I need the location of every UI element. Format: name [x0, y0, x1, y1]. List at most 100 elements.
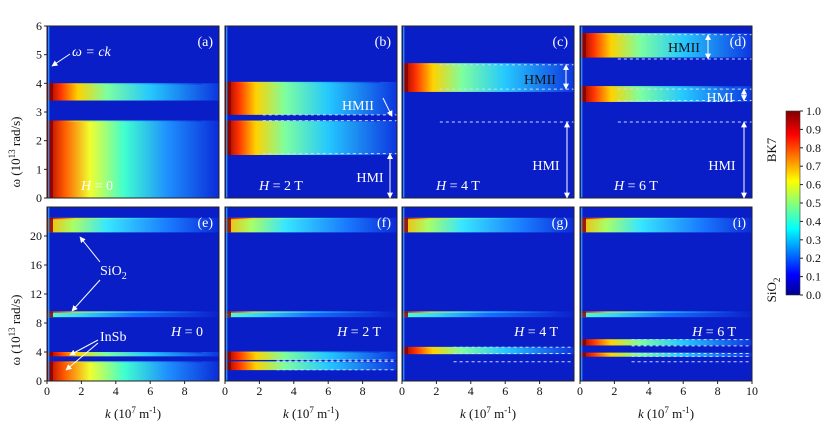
- band-hotspot-i-1: [580, 339, 586, 346]
- light-line-label: ω = ck: [72, 45, 112, 60]
- hmii-label-d: HMII: [668, 41, 700, 56]
- colorbar: 0.0 0.1 0.2 0.3 0.4 0.5 0.6 0.7 0.8 0.9 1.0: [785, 104, 821, 302]
- panel-letter: (d): [730, 35, 747, 50]
- panel-content-c: [402, 26, 574, 198]
- y-tick-label: 0: [36, 374, 42, 388]
- field-label: H = 6 T: [613, 179, 658, 194]
- dispersion-band-f-1: [225, 351, 397, 360]
- band-hotspot-d-1: [580, 33, 586, 58]
- field-label-value: = 2 T: [269, 179, 303, 194]
- light-line-a: [48, 26, 50, 198]
- dispersion-band-g-0: [402, 346, 574, 355]
- field-label-var: H: [336, 325, 348, 340]
- panel-background: [402, 26, 574, 198]
- field-label-value: = 4 T: [524, 325, 558, 340]
- y-tick-label: 5: [36, 48, 42, 62]
- panel-frame: [224, 206, 398, 382]
- dispersion-band-f-3: [225, 217, 397, 233]
- x-tick-label: 0: [399, 384, 405, 398]
- colorbar-tick-label: 1.0: [806, 104, 821, 118]
- band-edge-e-0: [47, 361, 202, 363]
- colorbar-gradient: [785, 110, 801, 296]
- x-axis-label-k: k: [105, 406, 111, 421]
- hmii-label-c: HMII: [524, 73, 556, 88]
- x-axis-label-k: k: [460, 406, 466, 421]
- light-line-g: [403, 207, 405, 381]
- x-axis-label-unit: m: [491, 406, 504, 421]
- x-tick-label: 0: [44, 384, 50, 398]
- panel-frame: [579, 206, 753, 382]
- dispersion-band-b-0: [225, 120, 397, 155]
- band-hotspot-i-3: [580, 217, 586, 233]
- x-tick-label: 4: [291, 384, 297, 398]
- field-label-var: H: [513, 325, 525, 340]
- colorbar-tick-label: 0.8: [806, 141, 821, 155]
- dispersion-band-a-0: [47, 120, 219, 198]
- dispersion-band-d-1: [580, 33, 752, 58]
- y-tick-label: 4: [36, 76, 42, 90]
- light-line-i: [581, 207, 583, 381]
- panel-i: (i) H = 6 T 0 2 4 6 8 10 k (107 m-1): [577, 206, 758, 421]
- dispersion-band-i-0: [580, 352, 752, 357]
- y-tick-label: 4: [36, 345, 42, 359]
- y-axis-label-top: ω (1013 rad/s): [7, 117, 23, 188]
- field-label-value: = 0: [181, 325, 203, 340]
- dispersion-band-c-0: [402, 63, 574, 92]
- sio2-arrow-lower: [71, 279, 101, 312]
- colorbar-tick-label: 0.9: [806, 122, 821, 136]
- panel-content-a: [47, 26, 219, 198]
- band-edge-f-0: [225, 361, 380, 363]
- x-axis-label: k (107 m-1): [638, 405, 694, 421]
- x-axis-label: k (107 m-1): [283, 405, 339, 421]
- light-line-arrow: [51, 53, 71, 67]
- dispersion-band-i-2: [580, 311, 752, 318]
- band-hotspot-g-2: [402, 217, 408, 233]
- band-hotspot-g-0: [402, 346, 408, 355]
- field-label: H = 2 T: [336, 325, 381, 340]
- panel-content-g: [402, 207, 574, 381]
- hmi-label-c: HMI: [532, 159, 560, 174]
- x-axis-label-close: ): [157, 406, 161, 421]
- panel-frame: [401, 206, 575, 382]
- band-hotspot-b-0: [225, 120, 231, 155]
- insb-arrow-lower: [65, 342, 99, 371]
- band-edge-a-1: [47, 83, 202, 85]
- y-tick-label: 20: [30, 229, 42, 243]
- sio2-label-main: SiO: [100, 264, 122, 279]
- x-tick-label: 8: [715, 384, 721, 398]
- band-hotspot-e-2: [47, 311, 53, 318]
- panel-frame: [401, 25, 575, 199]
- x-tick-label: 6: [147, 384, 153, 398]
- band-hotspot-d-0: [580, 86, 586, 102]
- x-axis-label: k (107 m-1): [460, 405, 516, 421]
- dispersion-band-e-2: [47, 311, 219, 318]
- x-axis-label-close: ): [512, 406, 516, 421]
- band-edge-b-0: [225, 120, 380, 122]
- panel-c: (c) H = 4 T: [401, 25, 575, 199]
- band-hotspot-i-2: [580, 311, 586, 318]
- x-axis-label-unit: m: [669, 406, 682, 421]
- colorbar-tick-label: 0.1: [806, 270, 821, 284]
- field-label-value: = 6 T: [702, 325, 736, 340]
- panel-background: [402, 207, 574, 381]
- panel-letter: (i): [733, 216, 747, 231]
- band-edge-b-1: [225, 81, 380, 84]
- band-edge-f-3: [225, 217, 380, 220]
- light-line-b: [226, 26, 228, 198]
- colorbar-tick-label: 0.3: [806, 233, 821, 247]
- x-tick-label: 2: [611, 384, 617, 398]
- x-axis-label-exp2: -1: [682, 405, 690, 415]
- band-edge-a-0: [47, 120, 202, 122]
- x-axis-label-exp2: -1: [504, 405, 512, 415]
- x-tick-label: 2: [433, 384, 439, 398]
- annotations: ω = ck HMI HMII HMII HMI HMII HMI HMI SiO2 InSb: [51, 33, 747, 371]
- x-tick-label: 8: [360, 384, 366, 398]
- band-edge-g-2: [402, 217, 557, 220]
- x-tick-label: 8: [537, 384, 543, 398]
- band-edge-i-2: [580, 311, 735, 313]
- colorbar-tick-label: 0.2: [806, 251, 821, 265]
- y-tick-label: 16: [30, 258, 42, 272]
- x-axis-label-exp: 7: [664, 405, 669, 415]
- field-label: H = 2 T: [258, 179, 303, 194]
